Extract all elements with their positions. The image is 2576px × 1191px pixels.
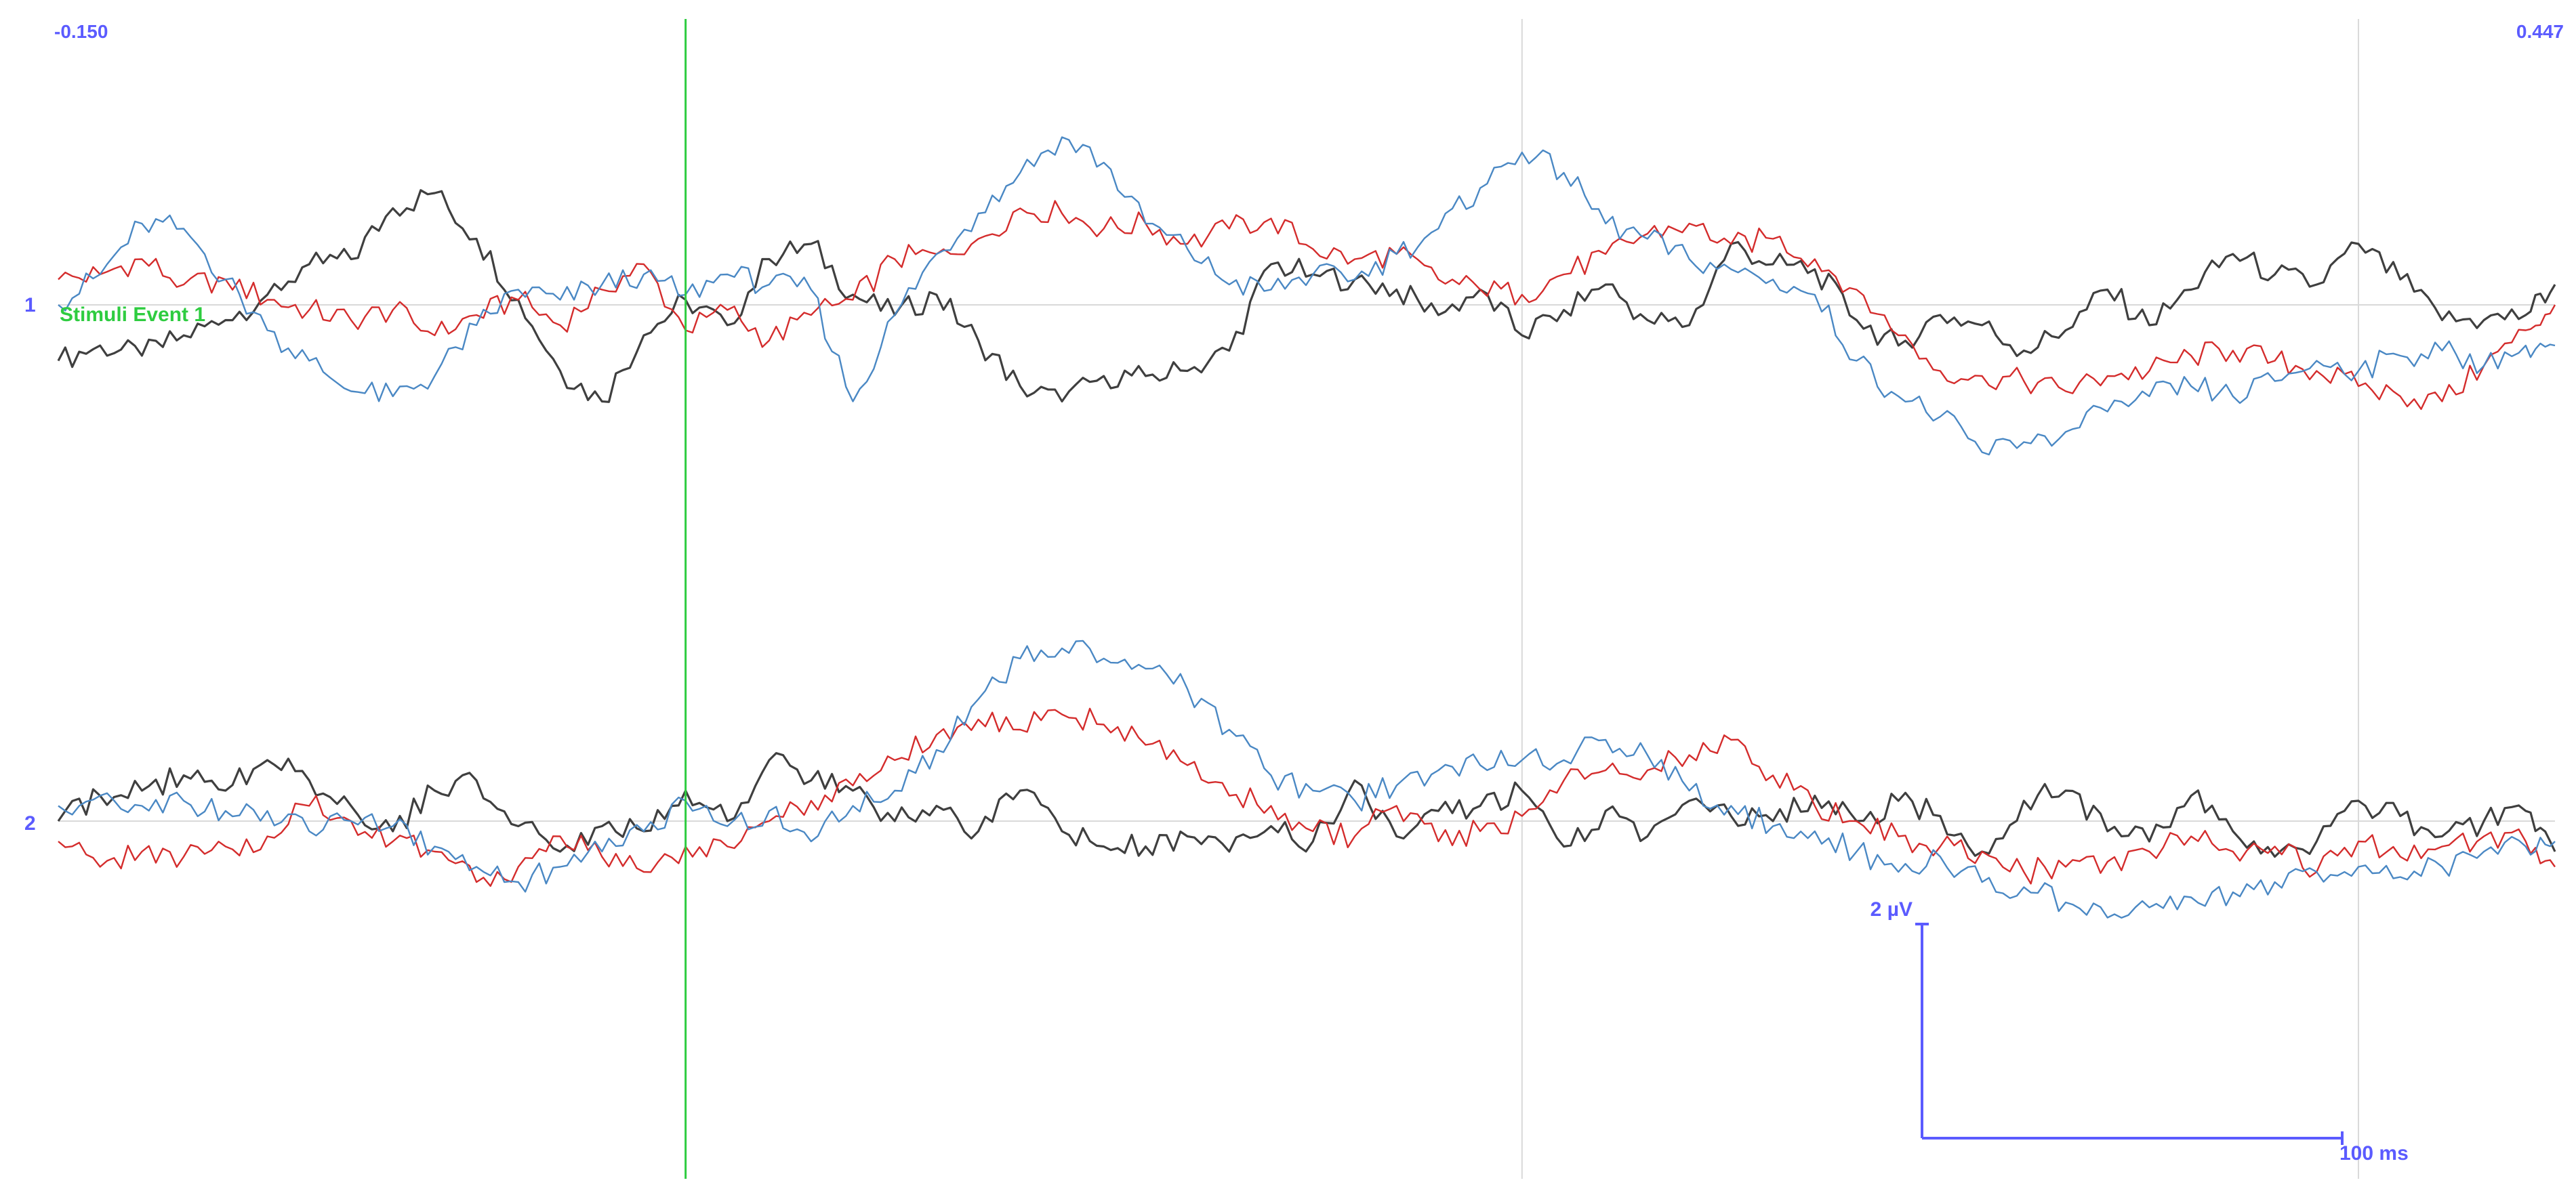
channel-1-label[interactable]: 1: [24, 294, 36, 316]
channel-2-trace-1: [57, 752, 2556, 858]
scale-bar: 2 µV 100 ms: [1870, 898, 2409, 1165]
grid-layer: [58, 19, 2555, 1179]
channel-1-trace-2: [58, 200, 2556, 411]
channel-1-trace-3: [58, 136, 2556, 456]
channel-2-label[interactable]: 2: [24, 812, 36, 835]
channel-2-trace-3: [58, 640, 2556, 919]
time-end-label: 0.447: [2516, 21, 2564, 42]
channel-1-trace-1: [57, 189, 2556, 403]
traces-layer: [57, 136, 2556, 919]
event-label: Stimuli Event 1: [60, 304, 205, 326]
time-start-label: -0.150: [54, 21, 108, 42]
channel-2-trace-2: [58, 707, 2556, 887]
scale-time-label: 100 ms: [2339, 1142, 2409, 1165]
scale-amplitude-label: 2 µV: [1870, 898, 1913, 921]
